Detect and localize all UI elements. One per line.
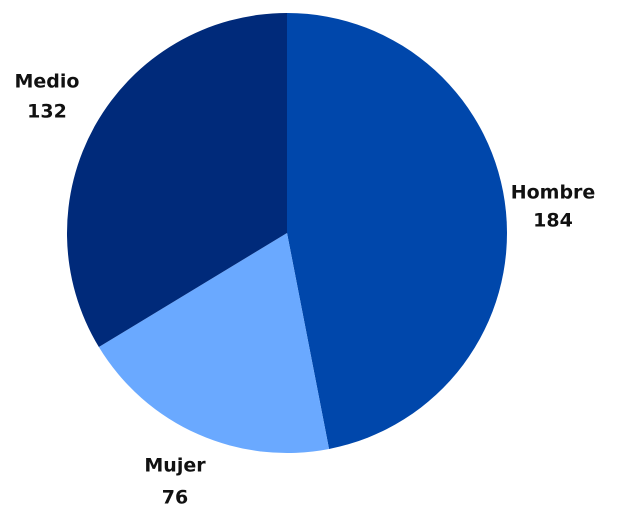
slice-value: 184 bbox=[533, 210, 573, 232]
pie-slice bbox=[66, 13, 287, 348]
slice-label: Mujer bbox=[144, 455, 206, 477]
slice-value: 132 bbox=[27, 101, 67, 123]
slice-label: Medio bbox=[15, 71, 80, 93]
pie-slice bbox=[287, 13, 508, 449]
slice-label: Hombre bbox=[511, 182, 596, 204]
pie-slice bbox=[98, 233, 330, 453]
slice-value: 76 bbox=[162, 487, 188, 509]
